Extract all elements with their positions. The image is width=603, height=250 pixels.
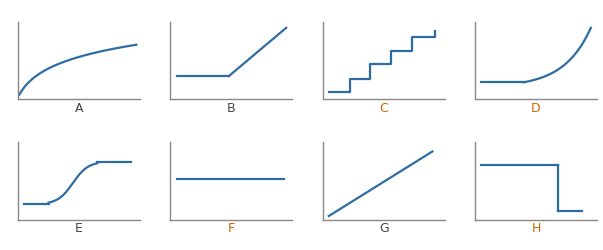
X-axis label: B: B [227, 101, 236, 114]
X-axis label: A: A [75, 101, 83, 114]
X-axis label: C: C [379, 101, 388, 114]
X-axis label: F: F [228, 222, 235, 234]
X-axis label: E: E [75, 222, 83, 234]
X-axis label: G: G [379, 222, 388, 234]
X-axis label: H: H [531, 222, 541, 234]
X-axis label: D: D [531, 101, 541, 114]
